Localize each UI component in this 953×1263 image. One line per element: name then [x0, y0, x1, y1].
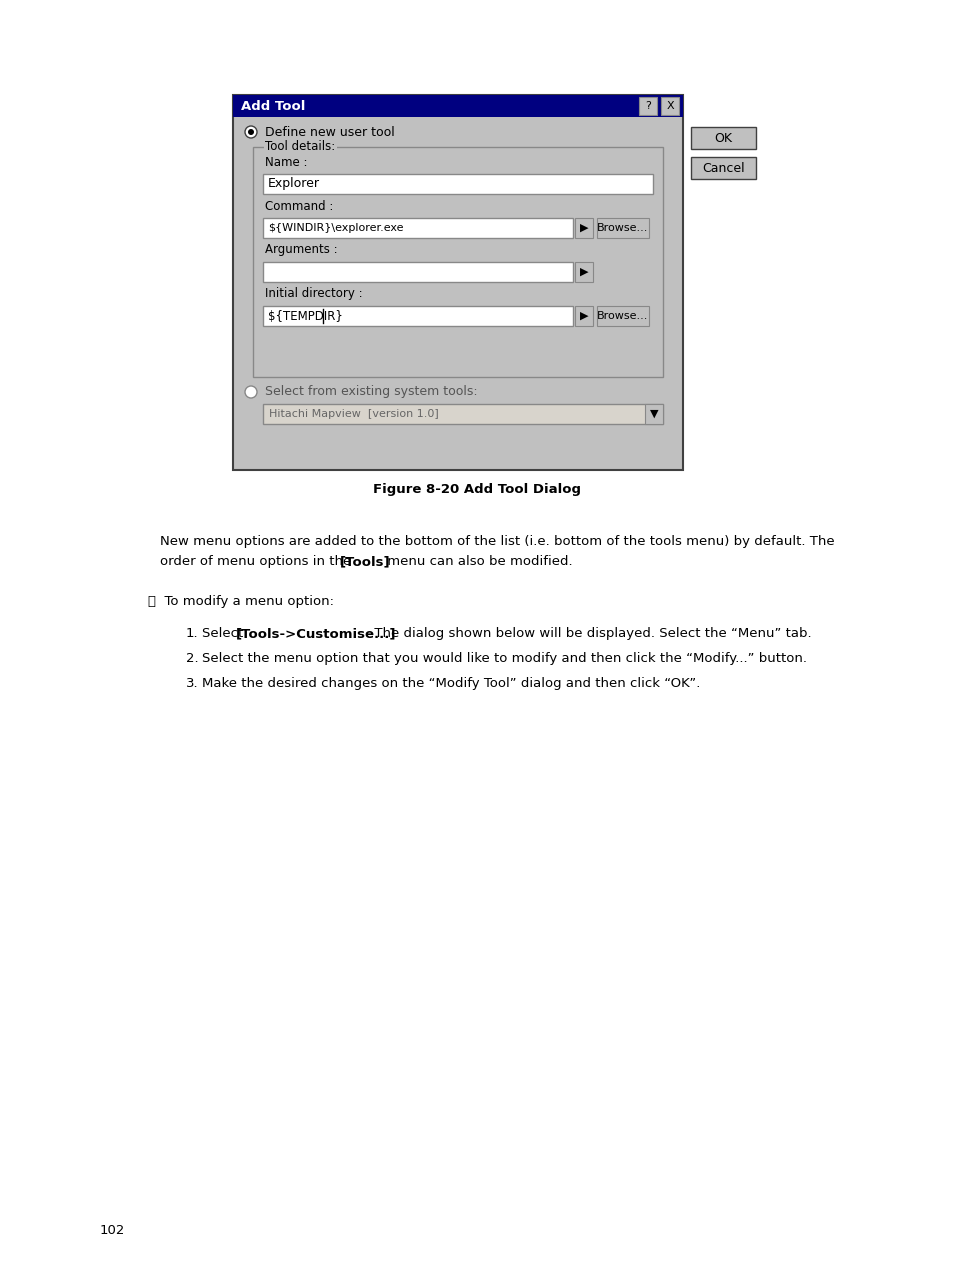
- Bar: [233, 95, 682, 470]
- Bar: [263, 174, 652, 195]
- Bar: [690, 128, 755, 149]
- Text: 2.: 2.: [186, 652, 198, 666]
- Text: ${WINDIR}\explorer.exe: ${WINDIR}\explorer.exe: [268, 224, 403, 232]
- Text: 3.: 3.: [186, 677, 198, 690]
- Bar: [575, 218, 593, 237]
- Text: [Tools->Customise...]: [Tools->Customise...]: [235, 626, 396, 640]
- Text: Tool details:: Tool details:: [265, 140, 335, 154]
- Text: Select: Select: [202, 626, 247, 640]
- Text: ?: ?: [644, 101, 650, 111]
- Bar: [690, 157, 755, 179]
- Text: New menu options are added to the bottom of the list (i.e. bottom of the tools m: New menu options are added to the bottom…: [160, 536, 834, 548]
- Bar: [660, 97, 679, 115]
- Text: Browse...: Browse...: [597, 224, 648, 232]
- Text: order of menu options in the: order of menu options in the: [160, 554, 355, 568]
- Text: Initial directory :: Initial directory :: [265, 288, 362, 301]
- Circle shape: [245, 386, 256, 398]
- Text: [Tools]: [Tools]: [339, 554, 390, 568]
- Circle shape: [245, 126, 256, 138]
- Text: . The dialog shown below will be displayed. Select the “Menu” tab.: . The dialog shown below will be display…: [366, 626, 811, 640]
- Bar: [575, 261, 593, 282]
- Text: ${TEMPDIR}: ${TEMPDIR}: [268, 309, 342, 322]
- Text: ▶: ▶: [579, 224, 588, 232]
- Bar: [575, 306, 593, 326]
- Bar: [263, 218, 573, 237]
- Bar: [597, 306, 648, 326]
- Text: Select from existing system tools:: Select from existing system tools:: [265, 385, 477, 399]
- Bar: [644, 404, 662, 424]
- Text: Browse...: Browse...: [597, 311, 648, 321]
- Bar: [263, 261, 573, 282]
- Text: X: X: [665, 101, 673, 111]
- Text: Cancel: Cancel: [701, 162, 744, 174]
- Text: 102: 102: [100, 1224, 125, 1236]
- Text: Explorer: Explorer: [268, 178, 319, 191]
- Bar: [233, 95, 682, 117]
- Text: Arguments :: Arguments :: [265, 244, 337, 256]
- Text: 1.: 1.: [186, 626, 198, 640]
- Bar: [253, 147, 662, 376]
- Text: Add Tool: Add Tool: [241, 100, 305, 112]
- Text: ▶: ▶: [579, 311, 588, 321]
- Text: Hitachi Mapview  [version 1.0]: Hitachi Mapview [version 1.0]: [269, 409, 438, 419]
- Bar: [263, 404, 662, 424]
- Text: Make the desired changes on the “Modify Tool” dialog and then click “OK”.: Make the desired changes on the “Modify …: [202, 677, 700, 690]
- Bar: [263, 306, 573, 326]
- Text: Select the menu option that you would like to modify and then click the “Modify.: Select the menu option that you would li…: [202, 652, 806, 666]
- Bar: [597, 218, 648, 237]
- Text: Figure 8-20 Add Tool Dialog: Figure 8-20 Add Tool Dialog: [373, 484, 580, 496]
- Text: OK: OK: [714, 131, 732, 144]
- Text: Name :: Name :: [265, 155, 307, 168]
- Text: ▼: ▼: [649, 409, 658, 419]
- Text: ▶: ▶: [579, 266, 588, 277]
- Text: Command :: Command :: [265, 200, 333, 212]
- Bar: [639, 97, 657, 115]
- Circle shape: [248, 129, 253, 135]
- Text: Define new user tool: Define new user tool: [265, 125, 395, 139]
- Text: ⑓  To modify a menu option:: ⑓ To modify a menu option:: [148, 595, 334, 608]
- Text: menu can also be modified.: menu can also be modified.: [382, 554, 572, 568]
